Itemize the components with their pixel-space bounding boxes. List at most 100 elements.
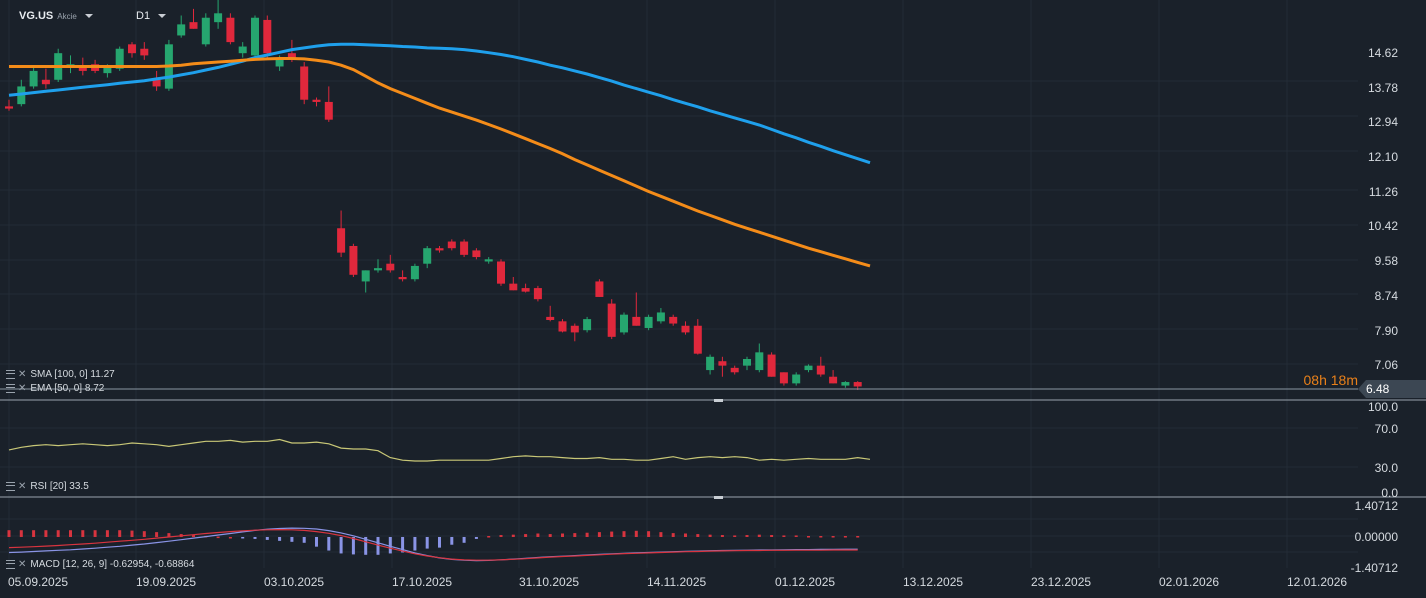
price-tick: 14.62 bbox=[1367, 46, 1398, 60]
pane-resize-handle[interactable] bbox=[714, 496, 723, 499]
macd-histogram-bar bbox=[561, 533, 564, 537]
candle-down bbox=[693, 325, 702, 354]
macd-histogram-bar bbox=[339, 536, 343, 554]
candle-down bbox=[152, 79, 161, 87]
candle-up bbox=[706, 356, 715, 371]
legend-ema-label: EMA [50, 0] 8.72 bbox=[30, 383, 105, 394]
settings-icon[interactable] bbox=[6, 481, 15, 491]
macd-histogram-bar bbox=[622, 531, 626, 537]
macd-histogram bbox=[7, 530, 860, 555]
candle-up bbox=[841, 382, 850, 386]
date-tick: 13.12.2025 bbox=[903, 575, 964, 589]
macd-histogram-bar bbox=[757, 534, 761, 537]
legend-ema[interactable]: ✕ EMA [50, 0] 8.72 bbox=[6, 383, 104, 394]
macd-histogram-bar bbox=[745, 535, 749, 537]
close-icon[interactable]: ✕ bbox=[18, 481, 27, 492]
date-tick: 17.10.2025 bbox=[392, 575, 453, 589]
legend-rsi[interactable]: ✕ RSI [20] 33.5 bbox=[6, 481, 89, 492]
candlesticks bbox=[5, 0, 862, 391]
price-tick: 12.94 bbox=[1367, 115, 1398, 129]
macd-histogram-bar bbox=[44, 530, 48, 537]
macd-signal-line bbox=[8, 528, 858, 561]
macd-histogram-bar bbox=[290, 536, 294, 542]
macd-histogram-bar bbox=[708, 534, 712, 537]
close-icon[interactable]: ✕ bbox=[18, 369, 27, 380]
legend-macd[interactable]: ✕ MACD [12, 26, 9] -0.62954, -0.68864 bbox=[6, 559, 194, 570]
macd-histogram-bar bbox=[462, 536, 466, 543]
macd-histogram-bar bbox=[228, 536, 232, 539]
candle-down bbox=[226, 17, 235, 43]
candle-up bbox=[410, 265, 419, 280]
macd-histogram-bar bbox=[634, 530, 638, 537]
macd-histogram-bar bbox=[770, 535, 774, 537]
macd-histogram-bar bbox=[364, 536, 368, 555]
close-icon[interactable]: ✕ bbox=[18, 559, 27, 570]
macd-histogram-bar bbox=[720, 535, 724, 537]
macd-histogram-bar bbox=[807, 536, 810, 538]
macd-histogram-bar bbox=[241, 536, 245, 539]
pane-resize-handle[interactable] bbox=[714, 399, 723, 402]
macd-histogram-bar bbox=[413, 536, 417, 551]
candle-down bbox=[546, 316, 555, 320]
candle-down bbox=[521, 288, 530, 292]
candle-up bbox=[792, 374, 801, 384]
candle-down bbox=[632, 316, 641, 326]
symbol-selector[interactable]: VG.US Akcie bbox=[19, 10, 93, 22]
last-price-tag: 6.48 bbox=[1358, 380, 1426, 398]
macd-histogram-bar bbox=[93, 530, 97, 537]
legend-macd-label: MACD [12, 26, 9] -0.62954, -0.68864 bbox=[30, 559, 195, 570]
candle-down bbox=[337, 228, 346, 253]
settings-icon[interactable] bbox=[6, 369, 15, 379]
date-tick: 19.09.2025 bbox=[136, 575, 197, 589]
price-tick: 7.90 bbox=[1374, 324, 1398, 338]
instrument-type: Akcie bbox=[57, 12, 77, 21]
rsi-tick: 70.0 bbox=[1374, 422, 1398, 436]
candle-up bbox=[804, 365, 813, 371]
legend-sma-label: SMA [100, 0] 11.27 bbox=[30, 369, 115, 380]
candle-down bbox=[779, 372, 788, 384]
macd-histogram-bar bbox=[192, 535, 195, 537]
candle-down bbox=[570, 325, 579, 333]
timeframe-selector[interactable]: D1 bbox=[136, 10, 167, 22]
settings-icon[interactable] bbox=[6, 383, 15, 393]
macd-histogram-bar bbox=[118, 530, 122, 537]
sma-line bbox=[8, 42, 871, 165]
settings-icon[interactable] bbox=[6, 559, 15, 569]
legend-sma[interactable]: ✕ SMA [100, 0] 11.27 bbox=[6, 369, 115, 380]
candle-down bbox=[300, 66, 309, 100]
macd-histogram-bar bbox=[831, 536, 835, 538]
candle-down bbox=[816, 365, 825, 375]
date-tick: 01.12.2025 bbox=[775, 575, 836, 589]
rsi-tick: 30.0 bbox=[1374, 461, 1398, 475]
symbol-name: VG.US bbox=[19, 10, 54, 22]
candle-down bbox=[263, 19, 272, 54]
macd-histogram-bar bbox=[450, 536, 454, 545]
macd-tick: 1.40712 bbox=[1354, 499, 1398, 513]
close-icon[interactable]: ✕ bbox=[18, 383, 27, 394]
candle-down bbox=[669, 316, 678, 324]
macd-histogram-bar bbox=[19, 530, 23, 537]
candle-down bbox=[607, 303, 616, 337]
candle-down bbox=[853, 382, 862, 387]
macd-histogram-bar bbox=[438, 536, 441, 548]
candle-down bbox=[509, 283, 518, 291]
rsi-line bbox=[8, 438, 871, 462]
candle-down bbox=[324, 101, 333, 120]
timeframe-label: D1 bbox=[136, 10, 151, 22]
price-tick: 9.58 bbox=[1374, 254, 1398, 268]
macd-histogram-bar bbox=[302, 536, 306, 543]
candle-down bbox=[497, 261, 505, 284]
candle-up bbox=[177, 24, 186, 36]
candle-down bbox=[78, 66, 87, 71]
macd-histogram-bar bbox=[684, 533, 687, 537]
macd-histogram-bar bbox=[130, 530, 134, 537]
macd-histogram-bar bbox=[511, 534, 515, 537]
candle-up bbox=[115, 48, 124, 69]
candle-up bbox=[238, 46, 247, 54]
macd-histogram-bar bbox=[610, 531, 614, 537]
candle-up bbox=[743, 358, 751, 366]
date-tick: 12.01.2026 bbox=[1287, 575, 1348, 589]
macd-histogram-bar bbox=[856, 536, 860, 538]
macd-histogram-bar bbox=[265, 536, 269, 540]
